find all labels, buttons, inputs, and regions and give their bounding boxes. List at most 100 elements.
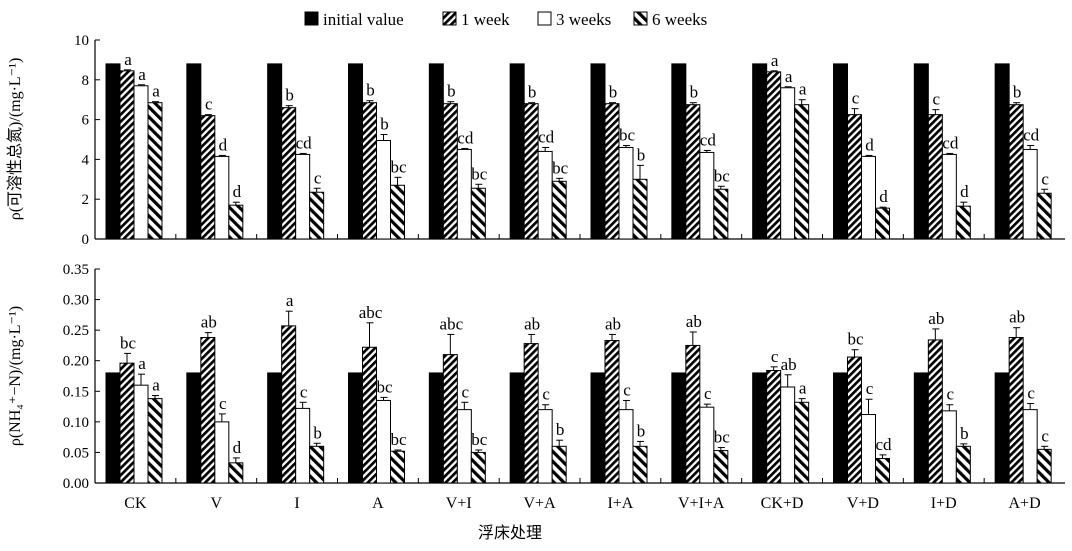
bar <box>766 71 782 240</box>
bar <box>766 369 782 484</box>
y-tick-label: 2 <box>82 192 90 208</box>
bottom-panel-ammonium: 0.00 0.05 0.10 0.15 0.20 0.25 0.30 0.35 ρ(NH₄⁺−N… <box>7 262 1065 512</box>
bar <box>119 362 135 484</box>
legend-label-3-weeks: 3 weeks <box>556 10 611 29</box>
significance-label: c <box>300 382 308 401</box>
significance-label: b <box>366 81 375 100</box>
significance-label: b <box>380 115 389 134</box>
significance-label: c <box>542 385 550 404</box>
bar <box>632 178 648 240</box>
bar <box>105 63 121 240</box>
bar <box>214 155 230 240</box>
significance-label: b <box>1013 83 1022 102</box>
bar <box>133 85 149 240</box>
legend-label-1-week: 1 week <box>461 10 510 29</box>
bar <box>295 153 311 240</box>
significance-label: b <box>528 83 537 102</box>
bar <box>200 336 216 484</box>
bar <box>861 155 876 240</box>
significance-label: bc <box>714 166 731 185</box>
significance-label: c <box>852 89 860 108</box>
y-tick-label: 0.35 <box>63 262 89 278</box>
y-tick-label: 0.00 <box>63 476 89 492</box>
significance-label: abc <box>440 314 464 333</box>
significance-label: c <box>205 95 213 114</box>
y-tick-label: 0.25 <box>63 323 89 339</box>
bar <box>780 87 796 240</box>
bar <box>590 63 606 240</box>
significance-label: cd <box>538 127 555 146</box>
y-tick-label: 0.30 <box>63 293 89 309</box>
significance-label: b <box>556 420 565 439</box>
bar <box>685 344 701 484</box>
bar <box>833 372 848 484</box>
bar <box>847 114 862 240</box>
bar <box>1022 148 1038 240</box>
bar <box>927 339 943 484</box>
significance-label: c <box>704 384 712 403</box>
significance-label: cd <box>700 130 717 149</box>
bar <box>147 102 163 240</box>
bar <box>861 414 876 484</box>
bar <box>267 63 283 240</box>
bar <box>390 450 405 484</box>
bar <box>348 372 363 484</box>
bar <box>267 372 283 484</box>
bar <box>376 139 391 240</box>
significance-label: b <box>690 83 699 102</box>
significance-label: cd <box>457 128 474 147</box>
bar <box>875 458 890 484</box>
bar <box>348 63 363 240</box>
x-axis-title: 浮床处理 <box>478 524 542 542</box>
significance-label: c <box>1027 384 1035 403</box>
bar <box>186 372 202 484</box>
bar <box>685 104 701 240</box>
y-tick-label: 0 <box>82 232 90 248</box>
significance-label: ab <box>781 355 797 374</box>
bar <box>780 386 796 484</box>
bar <box>604 340 620 484</box>
significance-label: cd <box>875 435 892 454</box>
significance-label: a <box>138 354 146 373</box>
bar <box>913 372 929 484</box>
bar <box>941 153 957 240</box>
significance-label: a <box>138 65 146 84</box>
bar <box>875 207 890 240</box>
significance-label: a <box>124 50 132 69</box>
significance-label: d <box>233 182 242 201</box>
significance-label: c <box>219 394 227 413</box>
bar <box>913 63 929 240</box>
bar <box>551 180 567 240</box>
x-tick-label: V+A <box>524 495 557 512</box>
bar <box>699 406 715 484</box>
significance-label: a <box>152 376 160 395</box>
bar <box>618 146 634 240</box>
bar <box>590 372 606 484</box>
y-tick-label: 0.05 <box>63 445 89 461</box>
significance-label: bc <box>390 157 407 176</box>
y-tick-label: 0.10 <box>63 415 89 431</box>
significance-label: d <box>233 438 242 457</box>
bar <box>214 421 230 484</box>
x-tick-label: CK+D <box>761 495 804 512</box>
bar <box>428 372 444 484</box>
bar <box>523 103 539 240</box>
significance-label: b <box>447 82 456 101</box>
bar <box>551 445 567 484</box>
bar <box>200 115 216 240</box>
bar <box>470 451 486 484</box>
bar <box>941 410 957 484</box>
x-tick-label: I+D <box>931 495 957 512</box>
significance-label: ab <box>524 314 540 333</box>
bar <box>470 187 486 240</box>
significance-label: b <box>313 423 322 442</box>
y-tick-label: 10 <box>74 33 89 49</box>
significance-label: a <box>771 51 779 70</box>
bar <box>376 399 391 484</box>
legend-swatch-3-weeks <box>537 11 552 26</box>
bar <box>105 372 121 484</box>
bar <box>442 103 458 240</box>
significance-label: b <box>960 424 969 443</box>
significance-label: c <box>314 168 322 187</box>
